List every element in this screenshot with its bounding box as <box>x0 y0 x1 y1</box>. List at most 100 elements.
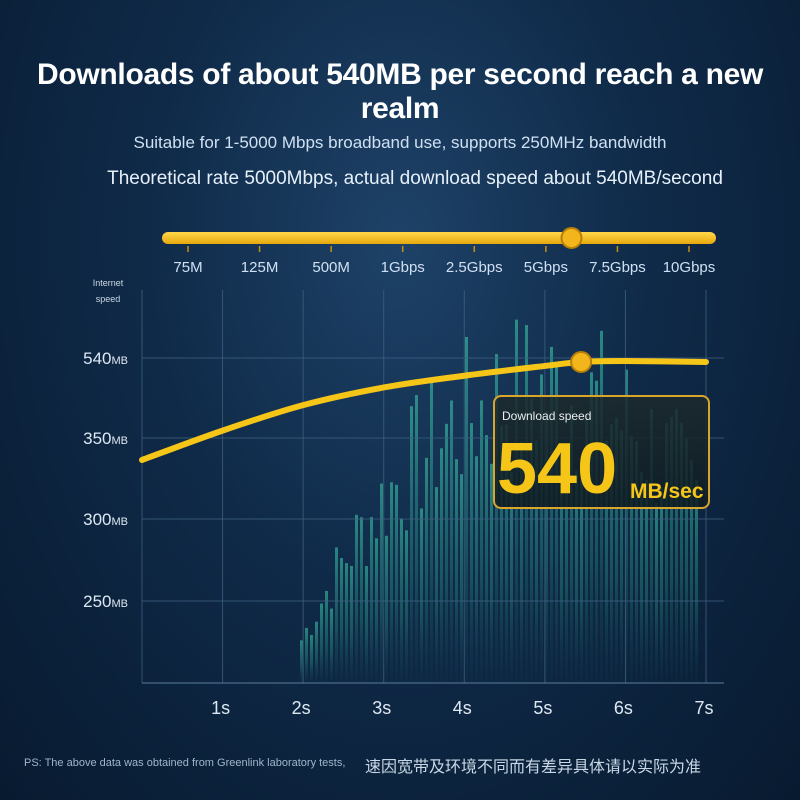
background-bar <box>665 423 668 683</box>
background-bar <box>330 608 333 683</box>
background-bar <box>310 634 313 683</box>
background-bar <box>675 409 678 683</box>
background-bar <box>565 444 568 683</box>
y-axis-label-line2: speed <box>96 294 121 304</box>
background-bar <box>655 503 658 683</box>
background-bar <box>375 538 378 683</box>
rate-scale-label: 7.5Gbps <box>589 259 646 276</box>
x-tick-label: 3s <box>372 698 391 718</box>
background-bar <box>420 508 423 683</box>
callout-label: Download speed <box>502 409 591 423</box>
page-title: Downloads of about 540MB per second reac… <box>36 58 764 125</box>
background-bar <box>300 640 303 683</box>
background-bar <box>640 472 643 683</box>
background-bar <box>620 430 623 683</box>
background-bar <box>605 440 608 683</box>
background-bar <box>630 435 633 683</box>
background-bar <box>390 482 393 683</box>
rate-scale-marker <box>560 227 583 249</box>
background-bar <box>320 603 323 683</box>
background-bar <box>590 372 593 683</box>
background-bar <box>685 438 688 683</box>
rate-scale-label: 500M <box>312 259 350 276</box>
rate-scale-label: 2.5Gbps <box>446 259 503 276</box>
background-bar <box>335 547 338 683</box>
background-bar <box>385 535 388 683</box>
background-bar <box>355 514 358 683</box>
background-bar <box>680 422 683 683</box>
y-axis-label-line1: Internet <box>93 278 124 288</box>
background-bar <box>585 417 588 683</box>
y-tick-label: 350MB <box>83 429 128 448</box>
background-bar <box>340 558 343 683</box>
background-bar <box>645 479 648 683</box>
callout-value: 540 <box>497 429 617 509</box>
background-bar <box>445 423 448 683</box>
background-bar <box>465 336 468 683</box>
background-bar <box>440 448 443 683</box>
x-tick-label: 4s <box>453 698 472 718</box>
background-bar <box>575 470 578 683</box>
background-bar <box>305 627 308 683</box>
background-bar <box>560 459 563 683</box>
background-bar <box>315 621 318 683</box>
download-speed-callout: Download speed 540 MB/sec <box>493 395 710 509</box>
subtitle-bandwidth: Suitable for 1-5000 Mbps broadband use, … <box>133 133 667 152</box>
rate-scale-label: 10Gbps <box>663 259 716 276</box>
callout-unit: MB/sec <box>630 480 704 503</box>
background-bar <box>470 423 473 683</box>
background-bar <box>500 425 503 683</box>
background-bar <box>580 479 583 683</box>
background-bar <box>520 441 523 683</box>
rate-scale-label: 125M <box>241 259 279 276</box>
series-line <box>139 358 709 463</box>
background-bar <box>370 517 373 683</box>
background-bar <box>325 590 328 683</box>
background-bar <box>650 408 653 683</box>
background-bar <box>610 424 613 683</box>
background-bar <box>490 463 493 683</box>
background-bar <box>365 566 368 683</box>
x-tick-label: 1s <box>211 698 230 718</box>
background-bar <box>615 417 618 683</box>
background-bar <box>695 479 698 683</box>
background-bar <box>690 459 693 683</box>
background-bar <box>380 483 383 683</box>
background-bar <box>450 400 453 683</box>
background-bar <box>480 400 483 683</box>
background-bar <box>475 456 478 683</box>
background-bar <box>595 380 598 683</box>
background-bar <box>485 435 488 683</box>
background-bar <box>455 459 458 683</box>
x-tick-label: 7s <box>694 698 713 718</box>
background-bar <box>405 530 408 683</box>
callout-frame <box>493 395 710 509</box>
background-bar <box>540 374 543 683</box>
background-bar <box>435 487 438 683</box>
background-bar <box>550 346 553 683</box>
rate-scale-track <box>162 232 716 244</box>
y-tick-label: 250MB <box>83 592 128 611</box>
background-bar <box>545 410 548 683</box>
x-tick-label: 2s <box>292 698 311 718</box>
subtitle-rate: Theoretical rate 5000Mbps, actual downlo… <box>107 168 723 189</box>
background-bar <box>555 366 558 683</box>
background-bar <box>345 563 348 683</box>
background-bar <box>350 565 353 683</box>
rate-scale-label: 5Gbps <box>524 259 568 276</box>
background-bar <box>460 474 463 683</box>
y-tick-label: 540MB <box>83 349 128 368</box>
footnote-cn: 速因宽带及环境不同而有差异具体请以实际为准 <box>365 757 702 776</box>
background-bar <box>625 369 628 683</box>
x-tick-label: 5s <box>533 698 552 718</box>
background-bar <box>635 441 638 683</box>
background-bar <box>530 398 533 683</box>
background-bar <box>660 487 663 683</box>
background-bar <box>570 405 573 683</box>
background-bar <box>415 395 418 683</box>
background-bar <box>535 440 538 683</box>
background-bar <box>410 406 413 683</box>
background-bar <box>360 517 363 683</box>
x-tick-label: 6s <box>614 698 633 718</box>
